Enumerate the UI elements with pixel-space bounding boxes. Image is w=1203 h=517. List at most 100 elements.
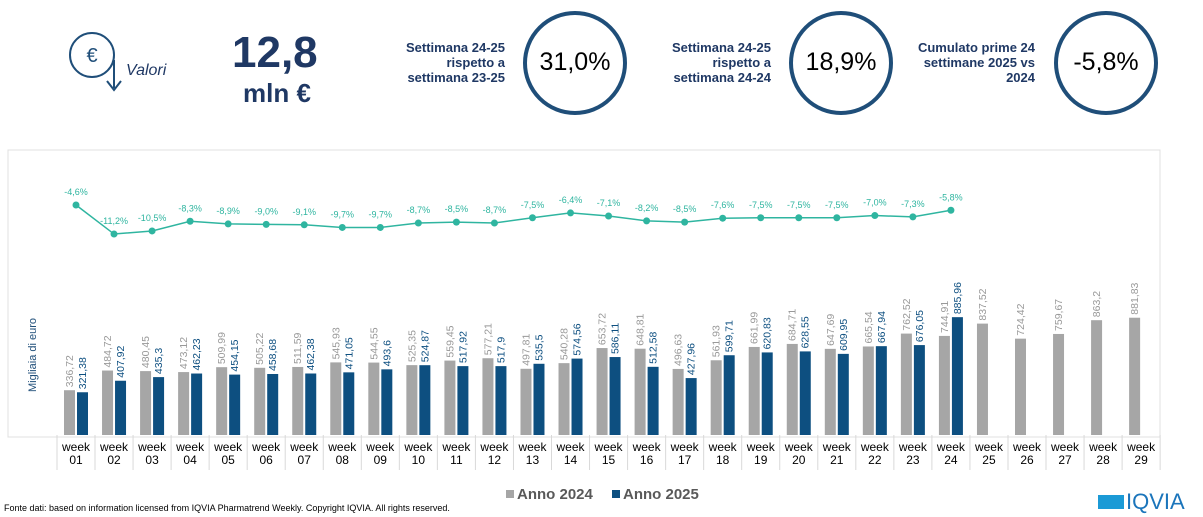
data-label: 609,95: [838, 319, 850, 351]
x-tick-label: week 01: [61, 440, 90, 467]
line-point: [262, 220, 270, 228]
x-tick-label: week 22: [860, 440, 889, 467]
bar: [482, 358, 494, 435]
x-tick-label: week 29: [1127, 440, 1156, 467]
bar: [229, 374, 241, 435]
data-label: 863,2: [1091, 291, 1103, 317]
data-label: 762,52: [901, 298, 913, 330]
data-label: 574,56: [572, 323, 584, 355]
x-tick-label: week 10: [404, 440, 433, 467]
data-label: 336,72: [64, 355, 76, 387]
data-label: 517,92: [457, 331, 469, 363]
bar: [64, 390, 75, 435]
legend-swatch: [506, 490, 514, 498]
data-label: 684,71: [787, 309, 799, 341]
bar: [837, 353, 849, 435]
line-label: -8,9%: [216, 206, 240, 216]
data-label: 535,5: [533, 334, 545, 360]
x-tick-label: week 18: [708, 440, 737, 467]
line-label: -7,5%: [749, 200, 773, 210]
bar: [761, 352, 773, 435]
x-tick-label: week 13: [518, 440, 547, 467]
line-point: [947, 206, 955, 214]
x-tick-label: week 12: [480, 440, 509, 467]
bar: [824, 348, 836, 435]
x-tick-label: week 05: [214, 440, 243, 467]
line-point: [186, 217, 194, 225]
bar: [115, 380, 127, 435]
line-point: [757, 214, 765, 222]
data-label: 744,91: [939, 301, 951, 333]
line-label: -9,7%: [369, 209, 393, 219]
x-tick-label: week 04: [176, 440, 205, 467]
kpi-text: Settimana 24-25 rispetto a settimana 24-…: [672, 40, 771, 85]
data-label: 525,35: [406, 330, 418, 362]
line-point: [300, 221, 308, 229]
bar: [596, 348, 608, 435]
data-label: 517,9: [495, 337, 507, 363]
x-tick-label: week 26: [1012, 440, 1041, 467]
data-label: 435,3: [153, 348, 165, 374]
x-tick-label: week 16: [632, 440, 661, 467]
data-label: 471,05: [343, 337, 355, 369]
legend-swatch: [612, 490, 620, 498]
bar: [305, 373, 317, 435]
bar: [533, 363, 545, 435]
kpi-value: -5,8%: [1073, 48, 1139, 76]
plot-frame: [7, 149, 1161, 438]
data-label: 724,42: [1015, 303, 1027, 335]
kpi-circle: [789, 11, 893, 115]
bar: [951, 317, 963, 435]
data-label: 462,23: [191, 338, 203, 370]
euro-icon: [69, 32, 115, 78]
line-point: [605, 212, 613, 220]
data-label: 665,54: [863, 311, 875, 343]
line-label: -7,5%: [825, 200, 849, 210]
data-label: 837,52: [977, 288, 989, 320]
total-value: 12,8: [232, 28, 318, 77]
x-tick-label: week 08: [328, 440, 357, 467]
line-label: -5,8%: [939, 192, 963, 202]
line-label: -9,1%: [292, 207, 316, 217]
line-label: -11,2%: [100, 216, 128, 226]
bar: [153, 377, 165, 435]
bar: [647, 366, 659, 435]
bar: [786, 343, 798, 435]
x-tick-label: week 07: [290, 440, 319, 467]
line-label: -10,5%: [138, 213, 167, 223]
data-label: 407,92: [115, 345, 127, 377]
bar: [1053, 333, 1065, 435]
x-tick-label: week 23: [898, 440, 927, 467]
x-tick-label: week 19: [746, 440, 775, 467]
data-label: 427,96: [686, 343, 698, 375]
data-label: 648,81: [635, 313, 647, 345]
bar: [900, 333, 912, 435]
bar: [381, 369, 393, 435]
line-point: [224, 220, 232, 228]
line-label: -8,5%: [445, 204, 469, 214]
bar: [976, 323, 988, 435]
logo: IQVIA: [1126, 489, 1185, 514]
bar: [710, 360, 722, 435]
line-label: -7,0%: [863, 198, 887, 208]
data-label: 524,87: [419, 330, 431, 362]
data-label: 462,38: [305, 338, 317, 370]
bar: [875, 346, 887, 435]
line-point: [871, 212, 879, 220]
bar: [457, 366, 469, 435]
bar: [191, 373, 203, 435]
bar: [77, 392, 88, 435]
bar: [444, 360, 456, 435]
line-point: [490, 219, 498, 227]
bar: [254, 367, 266, 435]
data-label: 321,38: [77, 357, 89, 389]
line-point: [643, 217, 651, 225]
data-label: 586,11: [610, 323, 622, 354]
x-tick-label: week 17: [670, 440, 699, 467]
logo-mark: [1098, 495, 1124, 509]
data-label: 544,55: [368, 327, 380, 359]
bar: [571, 358, 583, 435]
bar: [368, 362, 380, 435]
line-point: [452, 218, 460, 226]
data-label: 512,58: [648, 332, 660, 364]
